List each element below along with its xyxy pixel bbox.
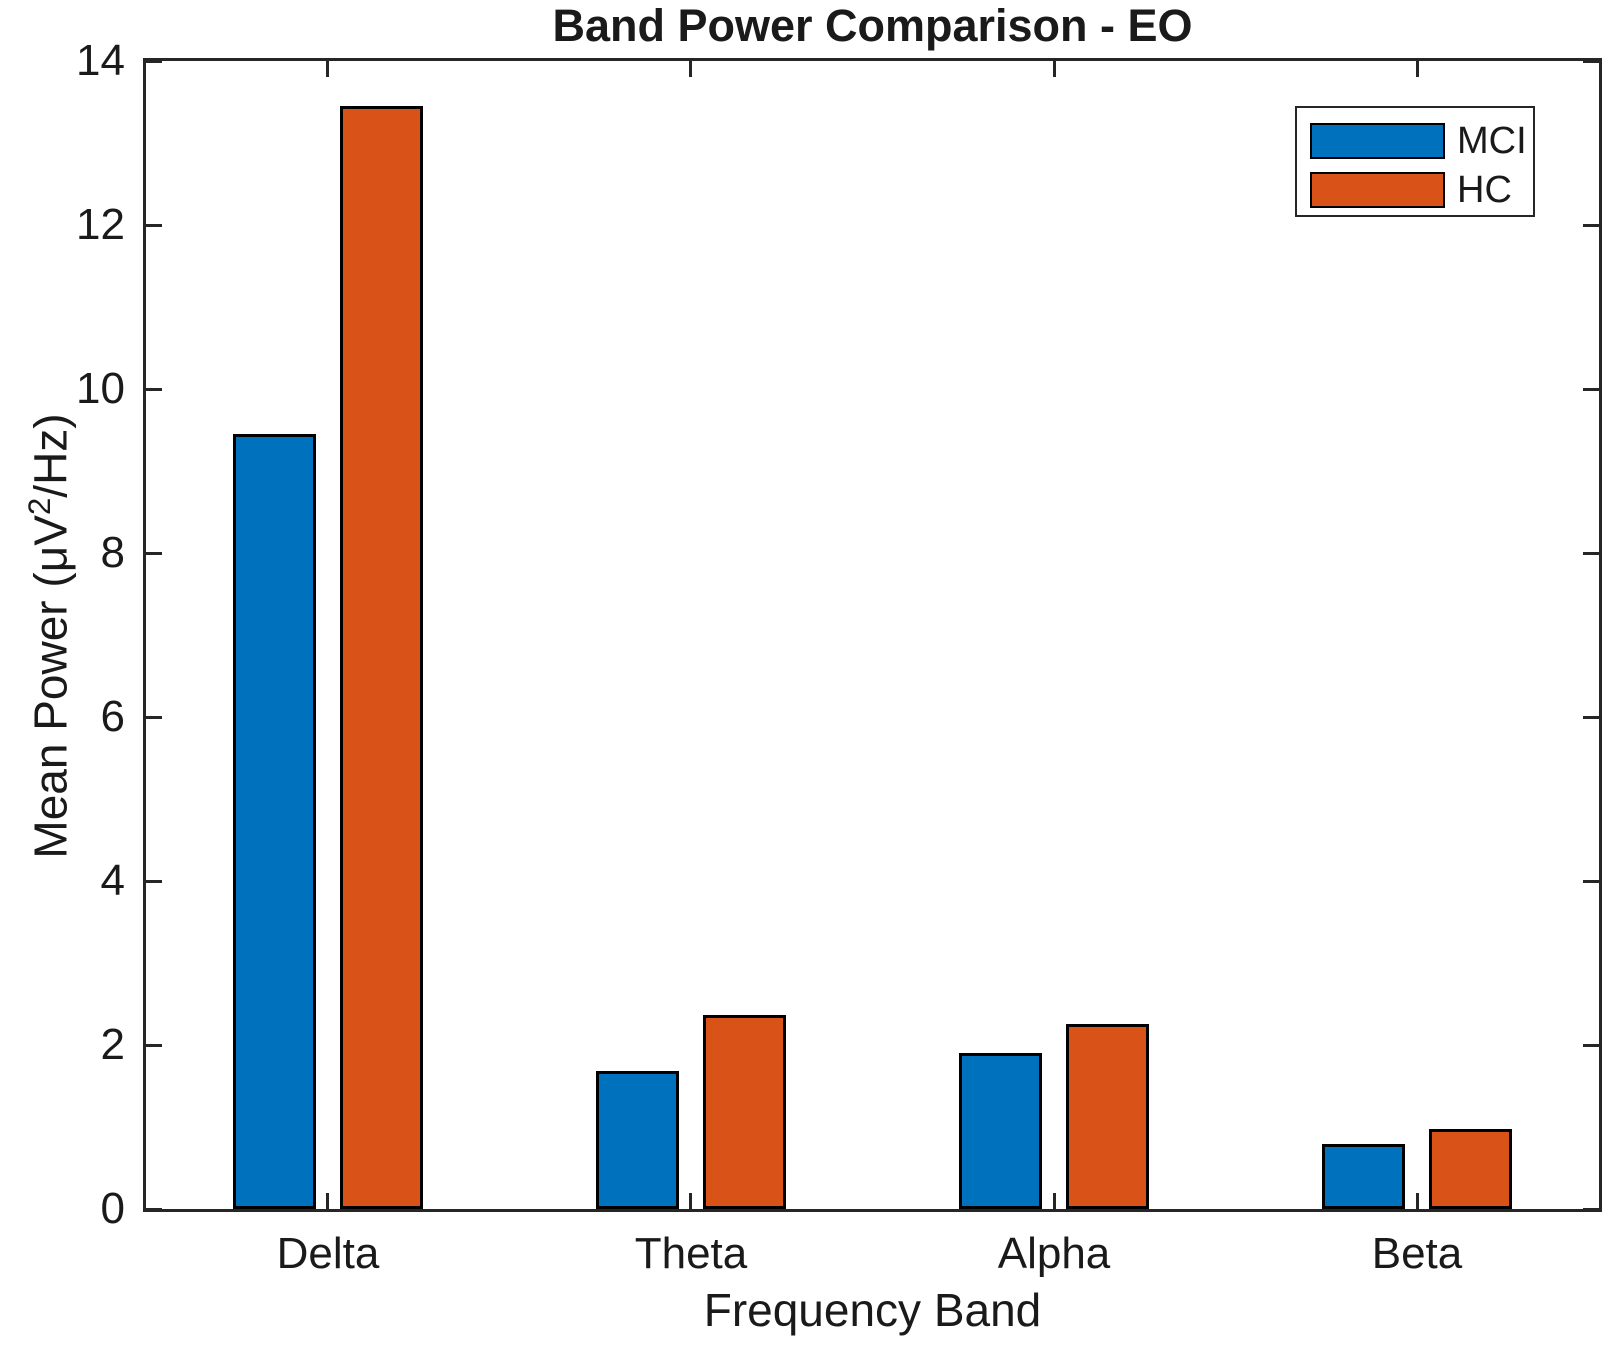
x-tick-theta [689,1193,692,1209]
y-tick-label-4: 4 [100,856,125,905]
x-tick-alpha [1053,1193,1056,1209]
bar-theta-mci [596,1071,679,1209]
y-tick-right-0 [1583,1208,1599,1211]
y-tick-2 [146,1044,162,1047]
legend-swatch-hc [1310,172,1445,208]
bar-delta-mci [233,434,316,1209]
y-tick-right-6 [1583,716,1599,719]
y-axis-label: Mean Power (μV2/Hz) [14,336,76,936]
y-tick-label-12: 12 [76,200,125,249]
x-tick-top-alpha [1053,61,1056,77]
y-tick-right-14 [1583,60,1599,63]
bar-theta-hc [703,1015,786,1209]
chart-title: Band Power Comparison - EO [552,0,1193,51]
x-tick-label-theta: Theta [634,1229,748,1278]
y-tick-label-14: 14 [76,36,125,85]
bar-delta-hc [340,106,423,1209]
legend-swatch-mci [1310,123,1445,159]
x-tick-label-beta: Beta [1371,1229,1463,1278]
x-tick-top-delta [326,61,329,77]
y-tick-right-2 [1583,1044,1599,1047]
bar-alpha-hc [1066,1024,1149,1209]
y-tick-right-4 [1583,880,1599,883]
y-tick-label-6: 6 [100,692,125,741]
y-tick-4 [146,880,162,883]
bar-alpha-mci [959,1053,1042,1209]
x-tick-top-beta [1416,61,1419,77]
bar-beta-hc [1429,1129,1512,1209]
y-tick-right-8 [1583,552,1599,555]
y-tick-label-0: 0 [100,1184,125,1233]
x-tick-top-theta [689,61,692,77]
y-tick-14 [146,60,162,63]
y-axis-label-post: /Hz) [24,413,77,498]
plot-area [143,58,1602,1212]
y-tick-right-12 [1583,224,1599,227]
legend-label-mci: MCI [1457,120,1527,162]
x-axis-label: Frequency Band [703,1284,1042,1336]
y-axis-label-sup: 2 [22,497,57,516]
y-tick-label-10: 10 [76,364,125,413]
y-tick-right-10 [1583,388,1599,391]
x-tick-label-delta: Delta [276,1229,380,1278]
y-tick-label-2: 2 [100,1020,125,1069]
y-tick-12 [146,224,162,227]
x-tick-label-alpha: Alpha [997,1229,1111,1278]
legend-label-hc: HC [1457,169,1512,211]
bar-beta-mci [1322,1144,1405,1209]
y-tick-6 [146,716,162,719]
y-tick-8 [146,552,162,555]
x-tick-beta [1416,1193,1419,1209]
x-tick-delta [326,1193,329,1209]
y-tick-0 [146,1208,162,1211]
legend: MCI HC [1295,106,1535,217]
y-tick-10 [146,388,162,391]
y-tick-label-8: 8 [100,528,125,577]
